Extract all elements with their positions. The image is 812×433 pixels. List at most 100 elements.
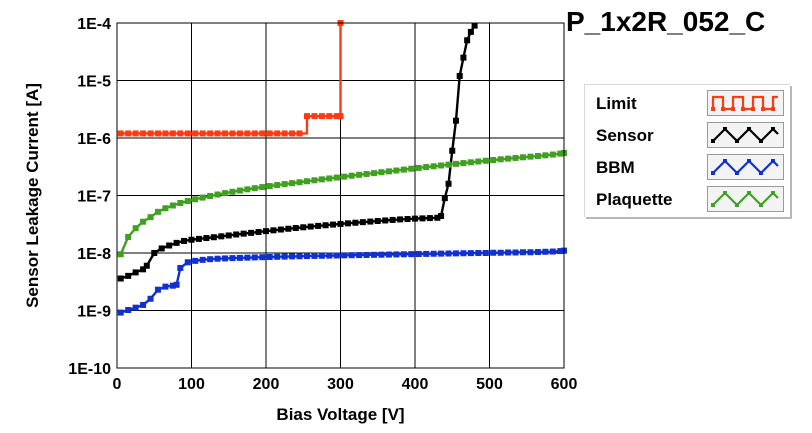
legend-marker [723,191,727,195]
data-point [452,250,459,257]
legend-marker [711,171,715,175]
data-point [542,152,549,159]
data-point [512,249,519,256]
data-point [452,160,459,167]
data-point [270,227,277,234]
data-point [344,220,351,227]
legend-marker [741,107,745,111]
legend-marker [711,107,715,111]
data-point [393,167,400,174]
legend-swatch[interactable] [707,90,784,116]
data-point [259,130,266,137]
data-point [341,252,348,259]
legend-item-plaquette[interactable]: Plaquette [585,183,790,215]
data-point [181,237,188,244]
data-point [371,170,378,177]
data-point [166,242,173,249]
data-point [214,130,221,137]
data-point [505,249,512,256]
data-point [363,251,370,258]
data-point [188,236,195,243]
legend-line [712,191,779,207]
data-point [397,216,404,223]
legend-swatch[interactable] [707,154,784,180]
y-axis-label: Sensor Leakage Current [A] [23,83,42,308]
data-point [162,130,169,137]
data-point [557,248,564,255]
data-point [259,184,266,191]
data-point [512,154,519,161]
data-point [419,215,426,222]
data-point [490,157,497,164]
data-point [281,181,288,188]
data-point [359,219,366,226]
legend-label: Plaquette [596,190,673,209]
legend-marker [723,159,727,163]
data-point [408,251,415,258]
data-point [382,217,389,224]
data-point [348,172,355,179]
data-point [125,130,132,137]
data-point [385,251,392,258]
data-point [497,156,504,163]
data-point [240,230,247,237]
legend-marker [747,191,751,195]
legend-marker [747,159,751,163]
legend-marker [735,171,739,175]
data-point [158,245,165,252]
data-point [233,231,240,238]
data-point [333,252,340,259]
data-point [467,28,474,35]
data-point [300,224,307,231]
data-point [534,249,541,256]
data-point [214,191,221,198]
data-point [303,178,310,185]
data-point [505,155,512,162]
data-point [460,160,467,167]
data-point [218,233,225,240]
y-tick-label: 1E-8 [77,246,111,263]
data-point [527,153,534,160]
legend-item-sensor[interactable]: Sensor [585,119,790,151]
data-point [162,283,169,290]
data-point [289,180,296,187]
data-point [266,130,273,137]
data-point [140,218,147,225]
chart-title: P_1x2R_052_C [566,6,766,37]
data-point [423,250,430,257]
data-point [438,250,445,257]
data-point [117,309,124,316]
data-point [423,164,430,171]
legend-swatch[interactable] [707,186,784,212]
legend-swatch[interactable] [707,122,784,148]
data-point [475,158,482,165]
data-point [341,173,348,180]
data-point [445,180,452,187]
data-point [464,37,471,44]
legend-item-bbm[interactable]: BBM [585,151,790,183]
data-point [203,235,210,242]
data-point [222,190,229,197]
legend-marker [759,171,763,175]
legend-item-limit[interactable]: Limit [585,87,790,119]
data-point [263,228,269,235]
legend-marker [721,107,725,111]
y-tick-label: 1E-4 [77,16,111,33]
data-point [140,266,147,273]
x-tick-label: 400 [402,376,429,393]
data-point [452,117,459,124]
data-point [322,222,329,229]
data-point [162,205,169,212]
data-point [210,234,217,241]
data-point [475,250,482,256]
data-point [244,130,251,137]
y-tick-label: 1E-7 [77,189,111,206]
data-point [356,252,363,259]
legend-marker [747,127,751,131]
data-point [184,198,191,205]
legend-label: Limit [596,94,637,113]
data-point [438,162,445,169]
data-point [192,257,199,264]
data-point [207,130,214,137]
